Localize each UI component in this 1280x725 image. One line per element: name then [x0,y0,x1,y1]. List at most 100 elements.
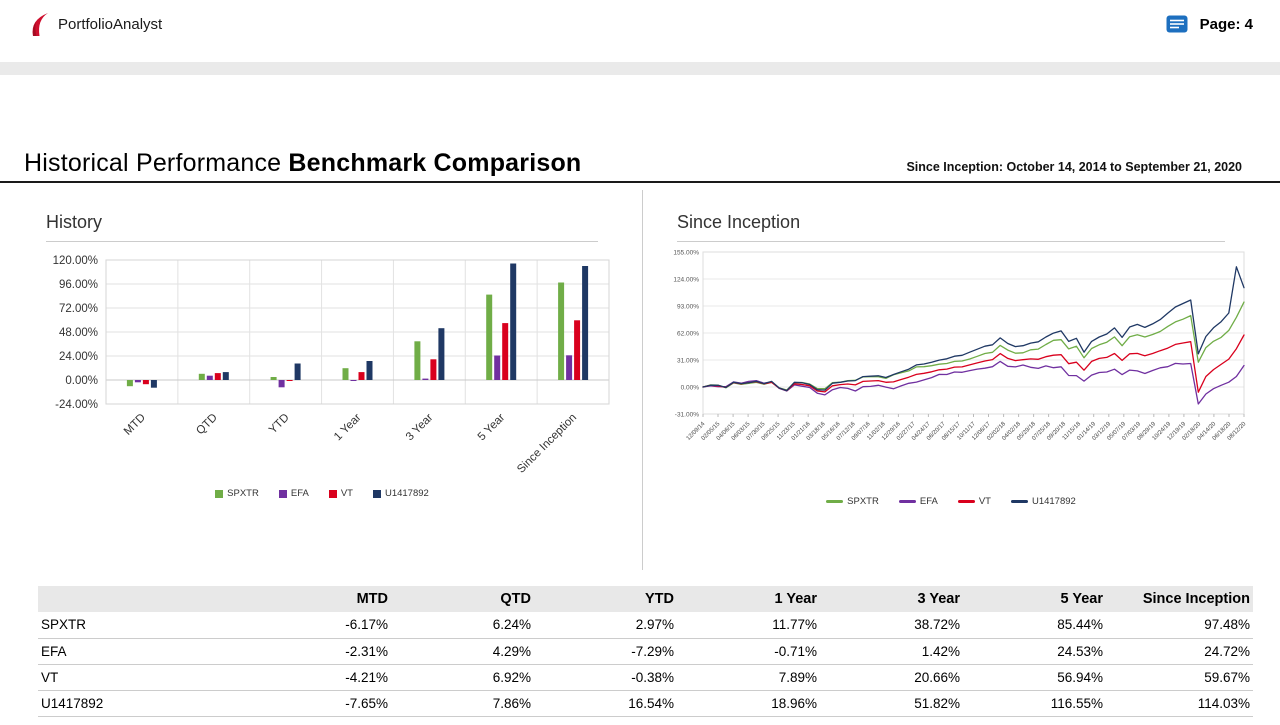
table-cell: 6.24% [391,612,534,639]
legend-swatch-vt [957,500,975,503]
table-header-cell [38,586,248,612]
svg-text:YTD: YTD [267,412,292,437]
table-cell: -7.29% [534,638,677,665]
table-header-cell: YTD [534,586,677,612]
table-row-label: SPXTR [38,612,248,639]
table-row-label: U1417892 [38,690,248,717]
legend-swatch-spxtr [826,500,844,503]
table-cell: 116.55% [963,690,1106,717]
svg-text:120.00%: 120.00% [53,255,98,267]
performance-table-head: MTD QTD YTD 1 Year 3 Year 5 Year Since Incepti… [38,586,1253,612]
legend-swatch-efa [278,489,287,498]
legend-item-efa: EFA [278,488,309,499]
table-row-vt: VT -4.21% 6.92% -0.38% 7.89% 20.66% 56.94% 59.6… [38,664,1253,691]
svg-text:-24.00%: -24.00% [55,399,98,411]
table-row-u1417892: U1417892 -7.65% 7.86% 16.54% 18.96% 51.82% 116… [38,690,1253,717]
table-header-cell: Since Inception [1106,586,1253,612]
page-number-label: Page: 4 [1199,15,1253,33]
table-header-cell: 5 Year [963,586,1106,612]
table-cell: 6.92% [391,664,534,691]
table-header-row: MTD QTD YTD 1 Year 3 Year 5 Year Since Incepti… [38,586,1253,612]
table-header-cell: MTD [248,586,391,612]
svg-text:24.00%: 24.00% [59,351,98,363]
svg-text:72.00%: 72.00% [59,303,98,315]
table-cell: 85.44% [963,612,1106,639]
since-inception-line-chart: 155.00% 124.00% 93.00% 62.00% 31.00% 0.00% -31… [673,250,1248,442]
svg-text:155.00%: 155.00% [673,250,699,257]
svg-text:0.00%: 0.00% [681,385,700,392]
legend-item-efa: EFA [898,496,938,507]
table-cell: 7.86% [391,690,534,717]
svg-text:5 Year: 5 Year [476,412,508,444]
table-cell: 11.77% [677,612,820,639]
legend-label-vt: VT [978,496,991,507]
svg-text:1 Year: 1 Year [332,412,364,444]
table-cell: 114.03% [1106,690,1253,717]
table-cell: 1.42% [820,638,963,665]
legend-item-spxtr: SPXTR [826,496,879,507]
performance-table: MTD QTD YTD 1 Year 3 Year 5 Year Since Incepti… [38,586,1253,717]
legend-swatch-spxtr [215,489,224,498]
brand-name: PortfolioAnalyst [58,15,163,33]
table-cell: 97.48% [1106,612,1253,639]
title-rule [0,181,1280,183]
legend-item-spxtr: SPXTR [215,488,259,499]
legend-swatch-vt [328,489,337,498]
legend-label-spxtr: SPXTR [227,488,259,499]
table-header-cell: 3 Year [820,586,963,612]
table-cell: 16.54% [534,690,677,717]
brand-logo-icon [32,12,48,36]
table-cell: -0.38% [534,664,677,691]
table-cell: -0.71% [677,638,820,665]
divider-band [0,62,1280,75]
legend-label-u1417892: U1417892 [1031,496,1076,507]
table-cell: 38.72% [820,612,963,639]
table-cell: -4.21% [248,664,391,691]
table-row-label: VT [38,664,248,691]
legend-label-spxtr: SPXTR [847,496,879,507]
table-cell: 59.67% [1106,664,1253,691]
table-cell: 24.53% [963,638,1106,665]
legend-label-vt: VT [340,488,353,499]
since-inception-legend: SPXTR EFA VT U1417892 [677,496,1225,507]
svg-text:124.00%: 124.00% [673,277,699,284]
performance-table-body: SPXTR -6.17% 6.24% 2.97% 11.77% 38.72% 85.44% 9… [38,612,1253,717]
table-cell: 7.89% [677,664,820,691]
header: PortfolioAnalyst Page: 4 [0,0,1280,48]
svg-text:48.00%: 48.00% [59,327,98,339]
table-row-label: EFA [38,638,248,665]
history-heading: History [46,212,598,242]
legend-item-vt: VT [328,488,353,499]
legend-swatch-u1417892 [372,489,381,498]
title-row: Historical Performance Benchmark Compari… [24,149,1242,178]
report-list-icon[interactable] [1166,15,1188,33]
legend-swatch-u1417892 [1010,500,1028,503]
svg-text:62.00%: 62.00% [677,331,699,338]
svg-text:Since Inception: Since Inception [515,412,579,476]
svg-text:96.00%: 96.00% [59,279,98,291]
svg-text:31.00%: 31.00% [677,358,699,365]
table-header-cell: QTD [391,586,534,612]
table-cell: -2.31% [248,638,391,665]
table-cell: 2.97% [534,612,677,639]
svg-text:MTD: MTD [122,412,148,438]
svg-text:-31.00%: -31.00% [675,412,699,419]
table-row-efa: EFA -2.31% 4.29% -7.29% -0.71% 1.42% 24.53% 24.… [38,638,1253,665]
table-cell: 24.72% [1106,638,1253,665]
header-right: Page: 4 [1166,15,1253,33]
inception-range-label: Since Inception: October 14, 2014 to Sep… [906,160,1242,174]
legend-label-efa: EFA [290,488,309,499]
history-legend: SPXTR EFA VT U1417892 [46,488,598,499]
legend-item-vt: VT [957,496,991,507]
legend-label-efa: EFA [919,496,938,507]
since-inception-heading: Since Inception [677,212,1225,242]
page-title-emphasis: Benchmark Comparison [288,149,582,177]
history-panel: History 120.00% 96.00% 72.00% 48.00% 24.00% 0… [0,190,642,570]
history-bar-chart: 120.00% 96.00% 72.00% 48.00% 24.00% 0.00% -24.… [53,255,610,476]
legend-item-u1417892: U1417892 [372,488,429,499]
legend-item-u1417892: U1417892 [1010,496,1076,507]
page-title-prefix: Historical Performance [24,149,282,177]
svg-text:0.00%: 0.00% [65,375,98,387]
page-title: Historical Performance Benchmark Compari… [24,149,581,178]
table-cell: 4.29% [391,638,534,665]
